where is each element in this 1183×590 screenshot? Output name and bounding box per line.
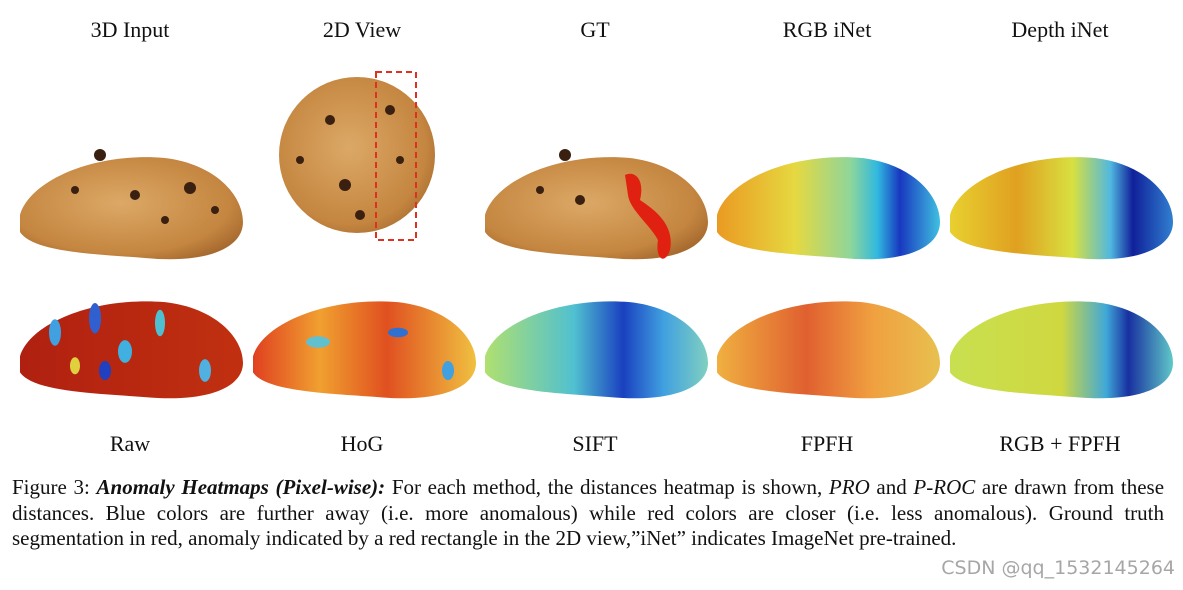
column-label: Raw — [110, 431, 150, 456]
caption: Figure 3: Anomaly Heatmaps (Pixel-wise):… — [12, 475, 1164, 552]
column-label: 2D View — [323, 17, 401, 42]
cookie-3d — [20, 149, 243, 260]
cookie-gt — [485, 149, 708, 260]
column-label: HoG — [341, 431, 384, 456]
column-label: GT — [580, 17, 610, 42]
watermark: CSDN @qq_1532145264 — [941, 557, 1175, 579]
heatmap-rgb-inet — [717, 157, 940, 260]
caption-title: Anomaly Heatmaps (Pixel-wise): — [96, 475, 386, 499]
caption-term: P-ROC — [913, 475, 976, 499]
heatmap-sift — [485, 301, 708, 399]
cookie-2d — [279, 71, 435, 241]
heatmap-fpfh — [717, 301, 940, 399]
heatmap-hog — [253, 301, 476, 399]
caption-label: Figure 3: — [12, 475, 90, 499]
column-label: 3D Input — [91, 17, 170, 42]
column-label: RGB + FPFH — [999, 431, 1120, 456]
heatmap-rgb-fpfh — [950, 301, 1173, 399]
figure-panels: 3D Input 2D View GT RGB iNet Depth iNet … — [20, 17, 1173, 456]
heatmap-raw — [20, 301, 243, 399]
column-label: Depth iNet — [1011, 17, 1108, 42]
column-label: SIFT — [572, 431, 618, 456]
caption-text: and — [876, 475, 907, 499]
heatmap-depth-inet — [950, 157, 1173, 260]
column-label: FPFH — [801, 431, 854, 456]
caption-text: For each method, the distances heatmap i… — [391, 475, 823, 499]
caption-term: PRO — [828, 475, 870, 499]
caption-text: are drawn from these distances. Blue col… — [12, 475, 1165, 550]
column-label: RGB iNet — [783, 17, 872, 42]
